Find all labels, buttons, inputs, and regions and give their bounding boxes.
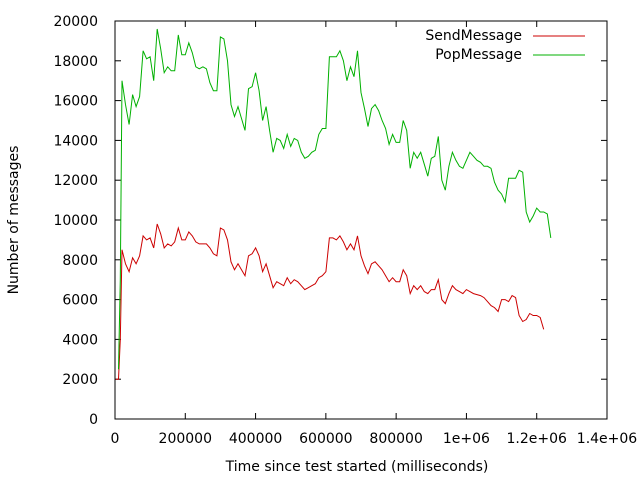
x-tick-label: 200000 bbox=[159, 431, 212, 447]
y-tick-label: 18000 bbox=[53, 54, 98, 70]
y-tick-label: 16000 bbox=[53, 94, 98, 110]
x-tick-label: 400000 bbox=[229, 431, 282, 447]
y-tick-label: 0 bbox=[89, 412, 98, 428]
y-tick-label: 20000 bbox=[53, 14, 98, 30]
y-tick-label: 6000 bbox=[62, 293, 98, 309]
x-tick-label: 1e+06 bbox=[443, 431, 490, 447]
x-axis-ticks: 0 200000 400000 600000 800000 1e+06 1.2e+06 1.4… bbox=[111, 21, 638, 447]
legend-label-send: SendMessage bbox=[425, 28, 522, 44]
x-tick-label: 1.4e+06 bbox=[577, 431, 638, 447]
plot-frame bbox=[114, 20, 608, 420]
y-tick-label: 2000 bbox=[62, 372, 98, 388]
series-line-popmessage bbox=[118, 28, 552, 370]
x-tick-label: 1.2e+06 bbox=[506, 431, 567, 447]
series-line-sendmessage bbox=[115, 223, 545, 380]
series-lines bbox=[115, 28, 552, 380]
legend-label-pop: PopMessage bbox=[435, 47, 522, 63]
legend: SendMessage PopMessage bbox=[425, 28, 585, 63]
y-tick-label: 14000 bbox=[53, 133, 98, 149]
y-tick-label: 10000 bbox=[53, 213, 98, 229]
y-axis-ticks: 0 2000 4000 6000 8000 10000 12000 14000 16000 180… bbox=[53, 14, 607, 428]
y-tick-label: 12000 bbox=[53, 173, 98, 189]
x-tick-label: 0 bbox=[111, 431, 120, 447]
x-axis-label: Time since test started (milliseconds) bbox=[225, 459, 489, 475]
y-tick-label: 8000 bbox=[62, 253, 98, 269]
y-axis-label: Number of messages bbox=[6, 146, 22, 295]
x-tick-label: 800000 bbox=[369, 431, 422, 447]
y-tick-label: 4000 bbox=[62, 332, 98, 348]
x-tick-label: 600000 bbox=[299, 431, 352, 447]
